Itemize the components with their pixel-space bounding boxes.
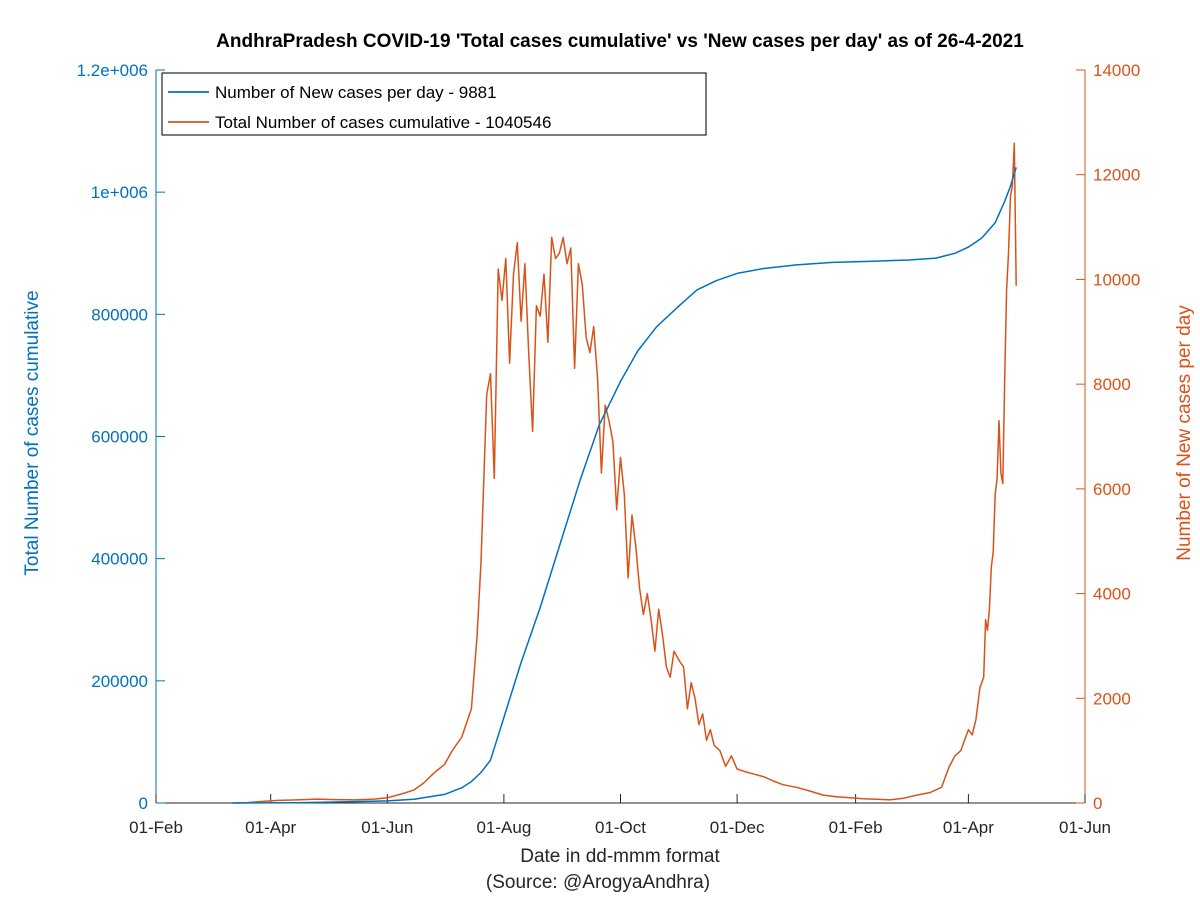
right-tick-label: 12000 [1093,166,1140,185]
x-tick-label: 01-Jun [361,818,413,837]
x-tick-label: 01-Apr [943,818,994,837]
right-axis-label: Number of New cases per day [1174,305,1195,561]
right-tick-label: 14000 [1093,61,1140,80]
right-tick-label: 0 [1093,794,1102,813]
left-axis: 0 200000 400000 600000 800000 1e+006 1.2e+006 [77,61,165,813]
right-axis: 0 2000 4000 6000 8000 10000 12000 14000 [1076,61,1140,813]
x-tick-label: 01-Jun [1059,818,1111,837]
x-tick-label: 01-Feb [129,818,183,837]
left-tick-label: 800000 [91,305,148,324]
source-label: (Source: @ArogyaAndhra) [486,872,710,893]
legend: Number of New cases per day - 9881 Total … [161,72,707,136]
x-tick-label: 01-Feb [829,818,883,837]
x-axis: 01-Feb 01-Apr 01-Jun 01-Aug 01-Oct 01-Dec 01-F… [129,794,1111,837]
x-tick-label: 01-Apr [245,818,296,837]
left-tick-label: 1e+006 [91,183,148,202]
legend-entry: Total Number of cases cumulative - 10405… [215,113,551,132]
left-axis-label: Total Number of cases cumulative [22,290,43,575]
left-tick-label: 200000 [91,672,148,691]
series-line-cumulative [232,167,1017,804]
left-tick-label: 1.2e+006 [77,61,148,80]
legend-box [161,72,707,136]
left-tick-label: 400000 [91,550,148,569]
legend-entry: Number of New cases per day - 9881 [215,83,497,102]
left-tick-label: 600000 [91,428,148,447]
x-axis-label: Date in dd-mmm format [520,846,720,867]
left-tick-label: 0 [139,794,148,813]
x-tick-label: 01-Dec [710,818,765,837]
right-tick-label: 10000 [1093,270,1140,289]
chart-title: AndhraPradesh COVID-19 'Total cases cumu… [216,31,1024,52]
x-tick-label: 01-Oct [595,818,646,837]
right-tick-label: 4000 [1093,585,1131,604]
series-line-daily [232,142,1017,804]
right-tick-label: 6000 [1093,480,1131,499]
x-tick-label: 01-Aug [476,818,531,837]
right-tick-label: 8000 [1093,375,1131,394]
right-tick-label: 2000 [1093,689,1131,708]
series-layer [232,142,1017,804]
